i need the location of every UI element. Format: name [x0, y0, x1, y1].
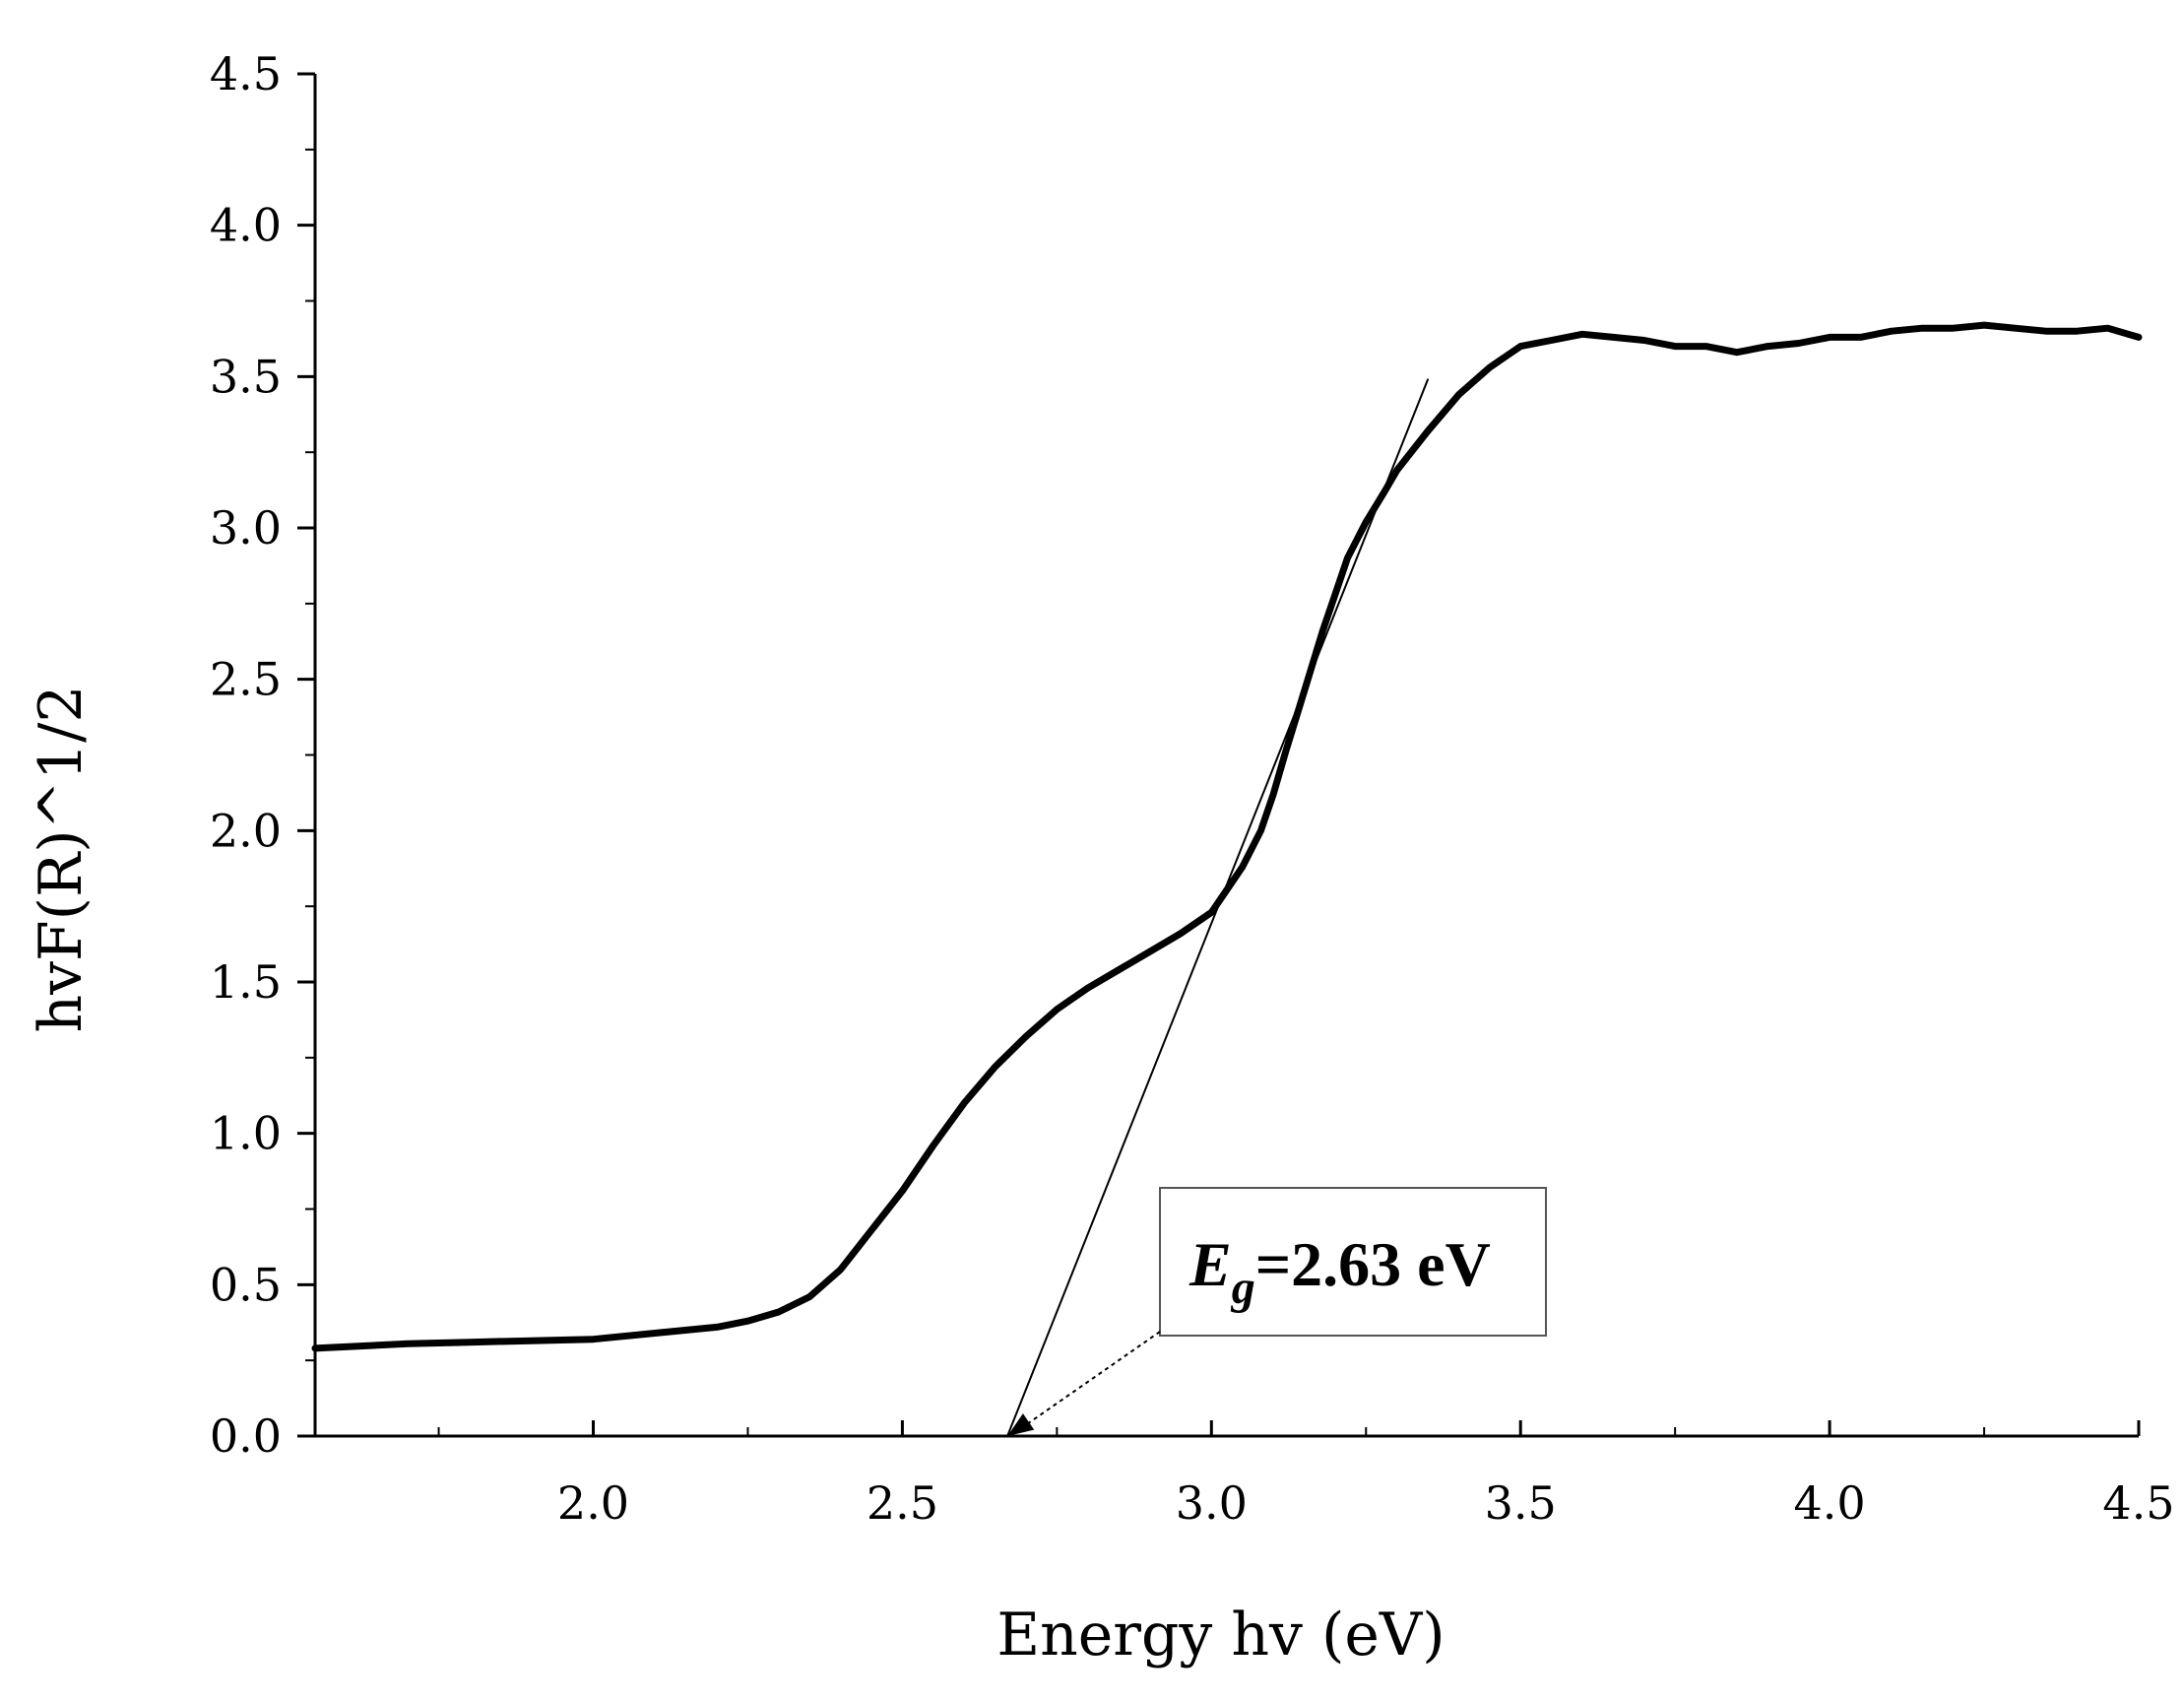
eg-annotation: Eg=2.63 eV — [1007, 1187, 1547, 1436]
x-tick-label: 3.0 — [1176, 1476, 1248, 1530]
annotation-value: =2.63 eV — [1255, 1229, 1491, 1299]
annotation-leader-line — [1020, 1331, 1161, 1429]
y-tick-label: 1.0 — [210, 1107, 282, 1160]
x-tick-label: 2.0 — [557, 1476, 629, 1530]
tick-marks — [297, 72, 2141, 1438]
y-tick-label: 0.5 — [210, 1258, 282, 1311]
y-tick-label: 2.0 — [210, 804, 282, 857]
y-axis-title: hvF(R)^1/2 — [27, 686, 96, 1033]
y-tick-label: 3.5 — [210, 350, 282, 403]
x-tick-label: 4.0 — [1794, 1476, 1866, 1530]
x-tick-label: 4.5 — [2102, 1476, 2174, 1530]
annotation-text: Eg=2.63 eV — [1188, 1229, 1491, 1314]
y-tick-label: 0.0 — [210, 1409, 282, 1463]
y-tick-label: 4.5 — [210, 47, 282, 100]
annotation-subscript: g — [1231, 1262, 1255, 1314]
annotation-symbol: E — [1188, 1229, 1232, 1299]
annotation-box — [1159, 1187, 1547, 1337]
tangent-line — [1006, 378, 1429, 1437]
tick-labels: 2.0 2.5 3.0 3.5 4.0 4.5 0.0 0.5 1.0 1.5 2.0 2.5 3.0 3… — [210, 47, 2175, 1530]
x-axis-title: Energy hv (eV) — [996, 1601, 1445, 1669]
x-tick-label: 3.5 — [1485, 1476, 1557, 1530]
data-series — [311, 321, 2143, 1437]
x-tick-label: 2.5 — [867, 1476, 938, 1530]
data-curve — [311, 321, 2143, 1352]
annotation-arrowhead — [1007, 1413, 1035, 1436]
y-tick-label: 4.0 — [210, 199, 282, 252]
y-tick-label: 1.5 — [210, 955, 282, 1009]
y-tick-label: 3.0 — [210, 501, 282, 555]
y-tick-label: 2.5 — [210, 653, 282, 706]
